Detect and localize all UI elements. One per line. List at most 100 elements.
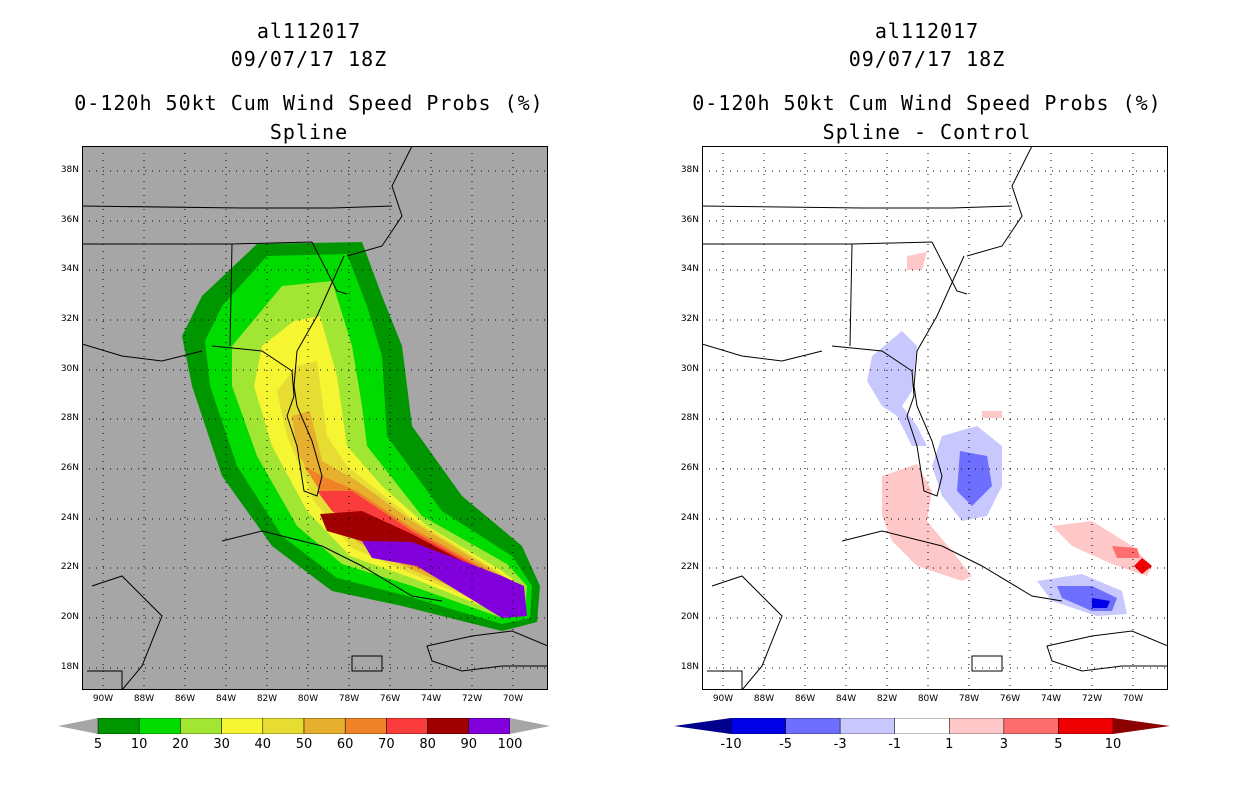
colorbar-label: 40 [254,737,272,752]
lon-label: 84W [835,694,857,704]
probability-map [82,146,548,690]
probability-map-svg [82,146,548,690]
diff-pos-turks [1052,521,1152,576]
lon-label: 80W [297,694,319,704]
colorbar-label: 1 [945,737,954,752]
lon-label: 72W [461,694,483,704]
diff-pos-turks-core [1134,558,1152,574]
diff-neg-hispaniola-core [1092,598,1110,608]
colorbar-swatch [386,718,428,734]
diff-pos-gulfstream [982,411,1002,418]
diff-neg-florida [867,331,927,446]
colorbar-swatch [785,718,841,734]
colorbar-max-arrow [510,718,550,734]
lon-label: 70W [502,694,524,704]
lon-label: 90W [712,694,734,704]
colorbar-label: 80 [419,737,436,752]
lat-label: 20N [60,612,79,622]
colorbar-swatch [138,718,181,734]
lat-label: 34N [680,264,699,274]
colorbar-swatch [894,718,950,734]
product-title: 0-120h 50kt Cum Wind Speed Probs (%) [692,91,1162,115]
lon-label: 70W [1122,694,1144,704]
lat-label: 30N [60,364,79,374]
lon-label: 78W [338,694,360,704]
lat-label: 24N [60,513,79,523]
lat-label: 36N [680,215,699,225]
lat-label: 26N [60,463,79,473]
colorbar-min-arrow [674,718,731,734]
colorbar-label: -10 [720,737,742,752]
lon-label: 82W [256,694,278,704]
difference-map [702,146,1168,690]
colorbar-label: 50 [295,737,313,752]
diff-pos-carolina [907,252,927,270]
datetime: 09/07/17 18Z [848,47,1006,71]
datetime: 09/07/17 18Z [230,47,388,71]
storm-id: al112017 [256,19,362,43]
lat-label: 18N [680,662,699,672]
colorbar-label: 10 [1104,737,1122,752]
colorbar-swatch [303,718,346,734]
colorbar-label: 5 [93,737,103,752]
coastlines [702,146,1168,690]
lon-label: 74W [420,694,442,704]
colorbar-label: -3 [833,737,847,752]
lat-label: 28N [680,413,699,423]
colorbar-swatch [839,718,895,734]
swath-40 [277,361,520,611]
lon-label: 86W [794,694,816,704]
colorbar-swatch [1058,718,1114,734]
lon-label: 74W [1040,694,1062,704]
colorbar-max-arrow [1113,718,1170,734]
difference-map-svg [702,146,1168,690]
colorbar-swatch [262,718,305,734]
colorbar-swatch [1003,718,1059,734]
lat-label: 32N [680,314,699,324]
colorbar-label: 90 [460,737,478,752]
colorbar-label: 5 [1054,737,1063,752]
swath-30 [254,316,522,614]
colorbar-min-arrow [58,718,98,734]
subtitle: Spline [269,120,349,144]
colorbar-label: 100 [497,737,523,752]
lat-label: 34N [60,264,79,274]
colorbar-label: 60 [336,737,354,752]
lon-label: 76W [379,694,401,704]
colorbar-swatch [97,718,140,734]
colorbar-swatch [221,718,264,734]
lat-label: 32N [60,314,79,324]
lat-label: 24N [680,513,699,523]
coastlines [82,146,548,690]
lon-label: 72W [1081,694,1103,704]
lon-label: 88W [133,694,155,704]
lon-label: 86W [174,694,196,704]
lat-label: 38N [60,165,79,175]
colorbar-label: 20 [172,737,189,752]
colorbar-swatch [949,718,1005,734]
storm-id: al112017 [874,19,980,43]
lat-label: 30N [680,364,699,374]
colorbar-swatch [180,718,222,734]
colorbar-swatches [730,718,1114,734]
lon-label: 84W [215,694,237,704]
colorbar-swatches [97,718,511,734]
product-title: 0-120h 50kt Cum Wind Speed Probs (%) [74,91,544,115]
colorbar [674,718,1170,734]
lon-label: 80W [917,694,939,704]
colorbar-swatch [344,718,387,734]
colorbar-swatch [468,718,511,734]
diff-pos-turks-mid [1112,546,1140,558]
right-panel: al112017 09/07/17 18Z 0-120h 50kt Cum Wi… [618,0,1236,800]
lon-label: 78W [958,694,980,704]
colorbar-label: 30 [213,737,230,752]
lat-label: 22N [680,562,699,572]
colorbar-swatch [427,718,470,734]
diff-neg-bahamas-core [957,451,992,506]
lat-label: 36N [60,215,79,225]
lat-label: 38N [680,165,699,175]
colorbar-label: 3 [999,737,1008,752]
left-panel: al112017 09/07/17 18Z 0-120h 50kt Cum Wi… [58,19,550,752]
lon-label: 90W [92,694,114,704]
lat-label: 20N [680,612,699,622]
